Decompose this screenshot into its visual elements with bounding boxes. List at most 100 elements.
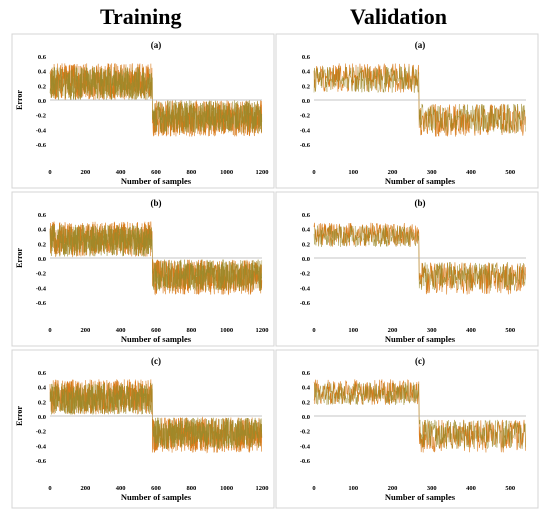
panel-6-ytick-label: 0.2 [302,399,310,406]
panel-3-xtick-label: 400 [116,327,126,334]
column-title-validation: Validation [350,4,448,29]
panel-5-border [11,349,275,509]
panel-2-xtick-label: 300 [427,169,437,176]
panel-2-border [275,33,539,189]
panel-1-xtick-label: 1200 [256,169,269,176]
panel-2-xtick-label: 200 [388,169,398,176]
panel-6-series-line [313,379,526,453]
panel-1-ytick-label: 0.6 [38,54,47,61]
panel-5-ytick-label: -0.4 [36,443,47,450]
panel-5-ytick-label: 0.4 [38,385,47,392]
panel-4-series-line-2 [313,225,526,291]
panel-2-xtick-label: 400 [466,169,476,176]
panel-6-series-line-2 [313,381,526,450]
panel-5-xtick-label: 1200 [256,485,269,492]
panel-1-ylabel: Error [15,90,24,110]
panel-5-xtick-label: 600 [151,485,161,492]
panel-2-ytick-label: -0.2 [300,113,310,120]
panel-3-xtick-label: 800 [186,327,196,334]
panel-4-border [275,191,539,347]
panel-6-ytick-label: 0.0 [302,414,310,421]
panel-2-xlabel: Number of samples [385,176,456,186]
panel-3-ytick-label: -0.2 [36,271,46,278]
panel-5-xtick-label: 1000 [220,485,233,492]
panel-2-ytick-label: 0.4 [302,69,311,76]
panel-6-xtick-label: 0 [312,485,315,492]
panel-4-xtick-label: 200 [388,327,398,334]
panel-3-xlabel: Number of samples [121,334,192,344]
panel-2-ytick-label: 0.2 [302,83,310,90]
panel-1-border [11,33,275,189]
panel-3-ytick-label: -0.4 [36,285,47,292]
panel-4-ytick-label: 0.6 [302,212,311,219]
panel-5-series-line-2 [49,382,263,449]
panel-1-xlabel: Number of samples [121,176,192,186]
panel-1-xtick-label: 400 [116,169,126,176]
panel-5-xtick-label: 400 [116,485,126,492]
panel-1-xtick-label: 0 [48,169,51,176]
panel-3-ytick-label: 0.2 [38,241,46,248]
panel-1-xtick-label: 1000 [220,169,233,176]
panel-1-ytick-label: -0.6 [36,142,47,149]
panel-1-xtick-label: 600 [151,169,161,176]
panel-6-ytick-label: -0.4 [300,443,311,450]
panel-5-ytick-label: 0.0 [38,414,46,421]
panel-3-title: (b) [151,198,162,208]
panel-2-xtick-label: 500 [505,169,515,176]
panel-5-xtick-label: 200 [80,485,90,492]
panel-4-ytick-label: -0.2 [300,271,310,278]
panel-2-ytick-label: -0.4 [300,127,311,134]
panel-4-ytick-label: 0.0 [302,256,310,263]
panel-6-border [275,349,539,509]
panel-6-ytick-label: 0.6 [302,370,311,377]
panel-5-xtick-label: 800 [186,485,196,492]
panel-4-xtick-label: 300 [427,327,437,334]
panel-4-xtick-label: 0 [312,327,315,334]
panel-3-ytick-label: 0.6 [38,212,47,219]
panel-5-title: (c) [151,356,161,366]
panel-3-xtick-label: 1000 [220,327,233,334]
panel-6-xlabel: Number of samples [385,492,456,502]
panel-3-ytick-label: 0.0 [38,256,46,263]
panel-4-ytick-label: 0.2 [302,241,310,248]
panel-6-ytick-label: -0.6 [300,458,311,465]
panel-3-xtick-label: 600 [151,327,161,334]
panel-1-xtick-label: 200 [80,169,90,176]
panel-1-ytick-label: -0.2 [36,113,46,120]
panel-3-ytick-label: -0.6 [36,300,47,307]
panel-3-series-line-2 [49,224,263,291]
panel-2-xtick-label: 100 [348,169,358,176]
panel-1-ytick-label: 0.2 [38,83,46,90]
panel-6-xtick-label: 400 [466,485,476,492]
panel-2-ytick-label: 0.0 [302,98,310,105]
panel-4-xlabel: Number of samples [385,334,456,344]
panel-3-xtick-label: 1200 [256,327,269,334]
panel-5-xtick-label: 0 [48,485,51,492]
panel-3-border [11,191,275,347]
panel-1-ytick-label: -0.4 [36,127,47,134]
panel-4-title: (b) [415,198,426,208]
column-title-training: Training [100,4,182,29]
panel-4-ytick-label: -0.6 [300,300,311,307]
panel-3-ytick-label: 0.4 [38,227,47,234]
panel-3-xtick-label: 200 [80,327,90,334]
panel-1-ytick-label: 0.4 [38,69,47,76]
panel-5-ytick-label: -0.2 [36,429,46,436]
panel-3-xtick-label: 0 [48,327,51,334]
panel-6-ytick-label: 0.4 [302,385,311,392]
panel-5-ytick-label: 0.6 [38,370,47,377]
panel-4-xtick-label: 500 [505,327,515,334]
panel-5-ytick-label: -0.6 [36,458,47,465]
panel-2-series-line-2 [313,66,526,134]
panel-4-ytick-label: -0.4 [300,285,311,292]
panel-6-ytick-label: -0.2 [300,429,310,436]
panel-2-ytick-label: -0.6 [300,142,311,149]
panel-2-xtick-label: 0 [312,169,315,176]
panel-4-xtick-label: 400 [466,327,476,334]
panel-2-title: (a) [415,40,426,50]
panel-5-ytick-label: 0.2 [38,399,46,406]
panel-1-xtick-label: 800 [186,169,196,176]
panel-2-ytick-label: 0.6 [302,54,311,61]
panel-6-xtick-label: 200 [388,485,398,492]
